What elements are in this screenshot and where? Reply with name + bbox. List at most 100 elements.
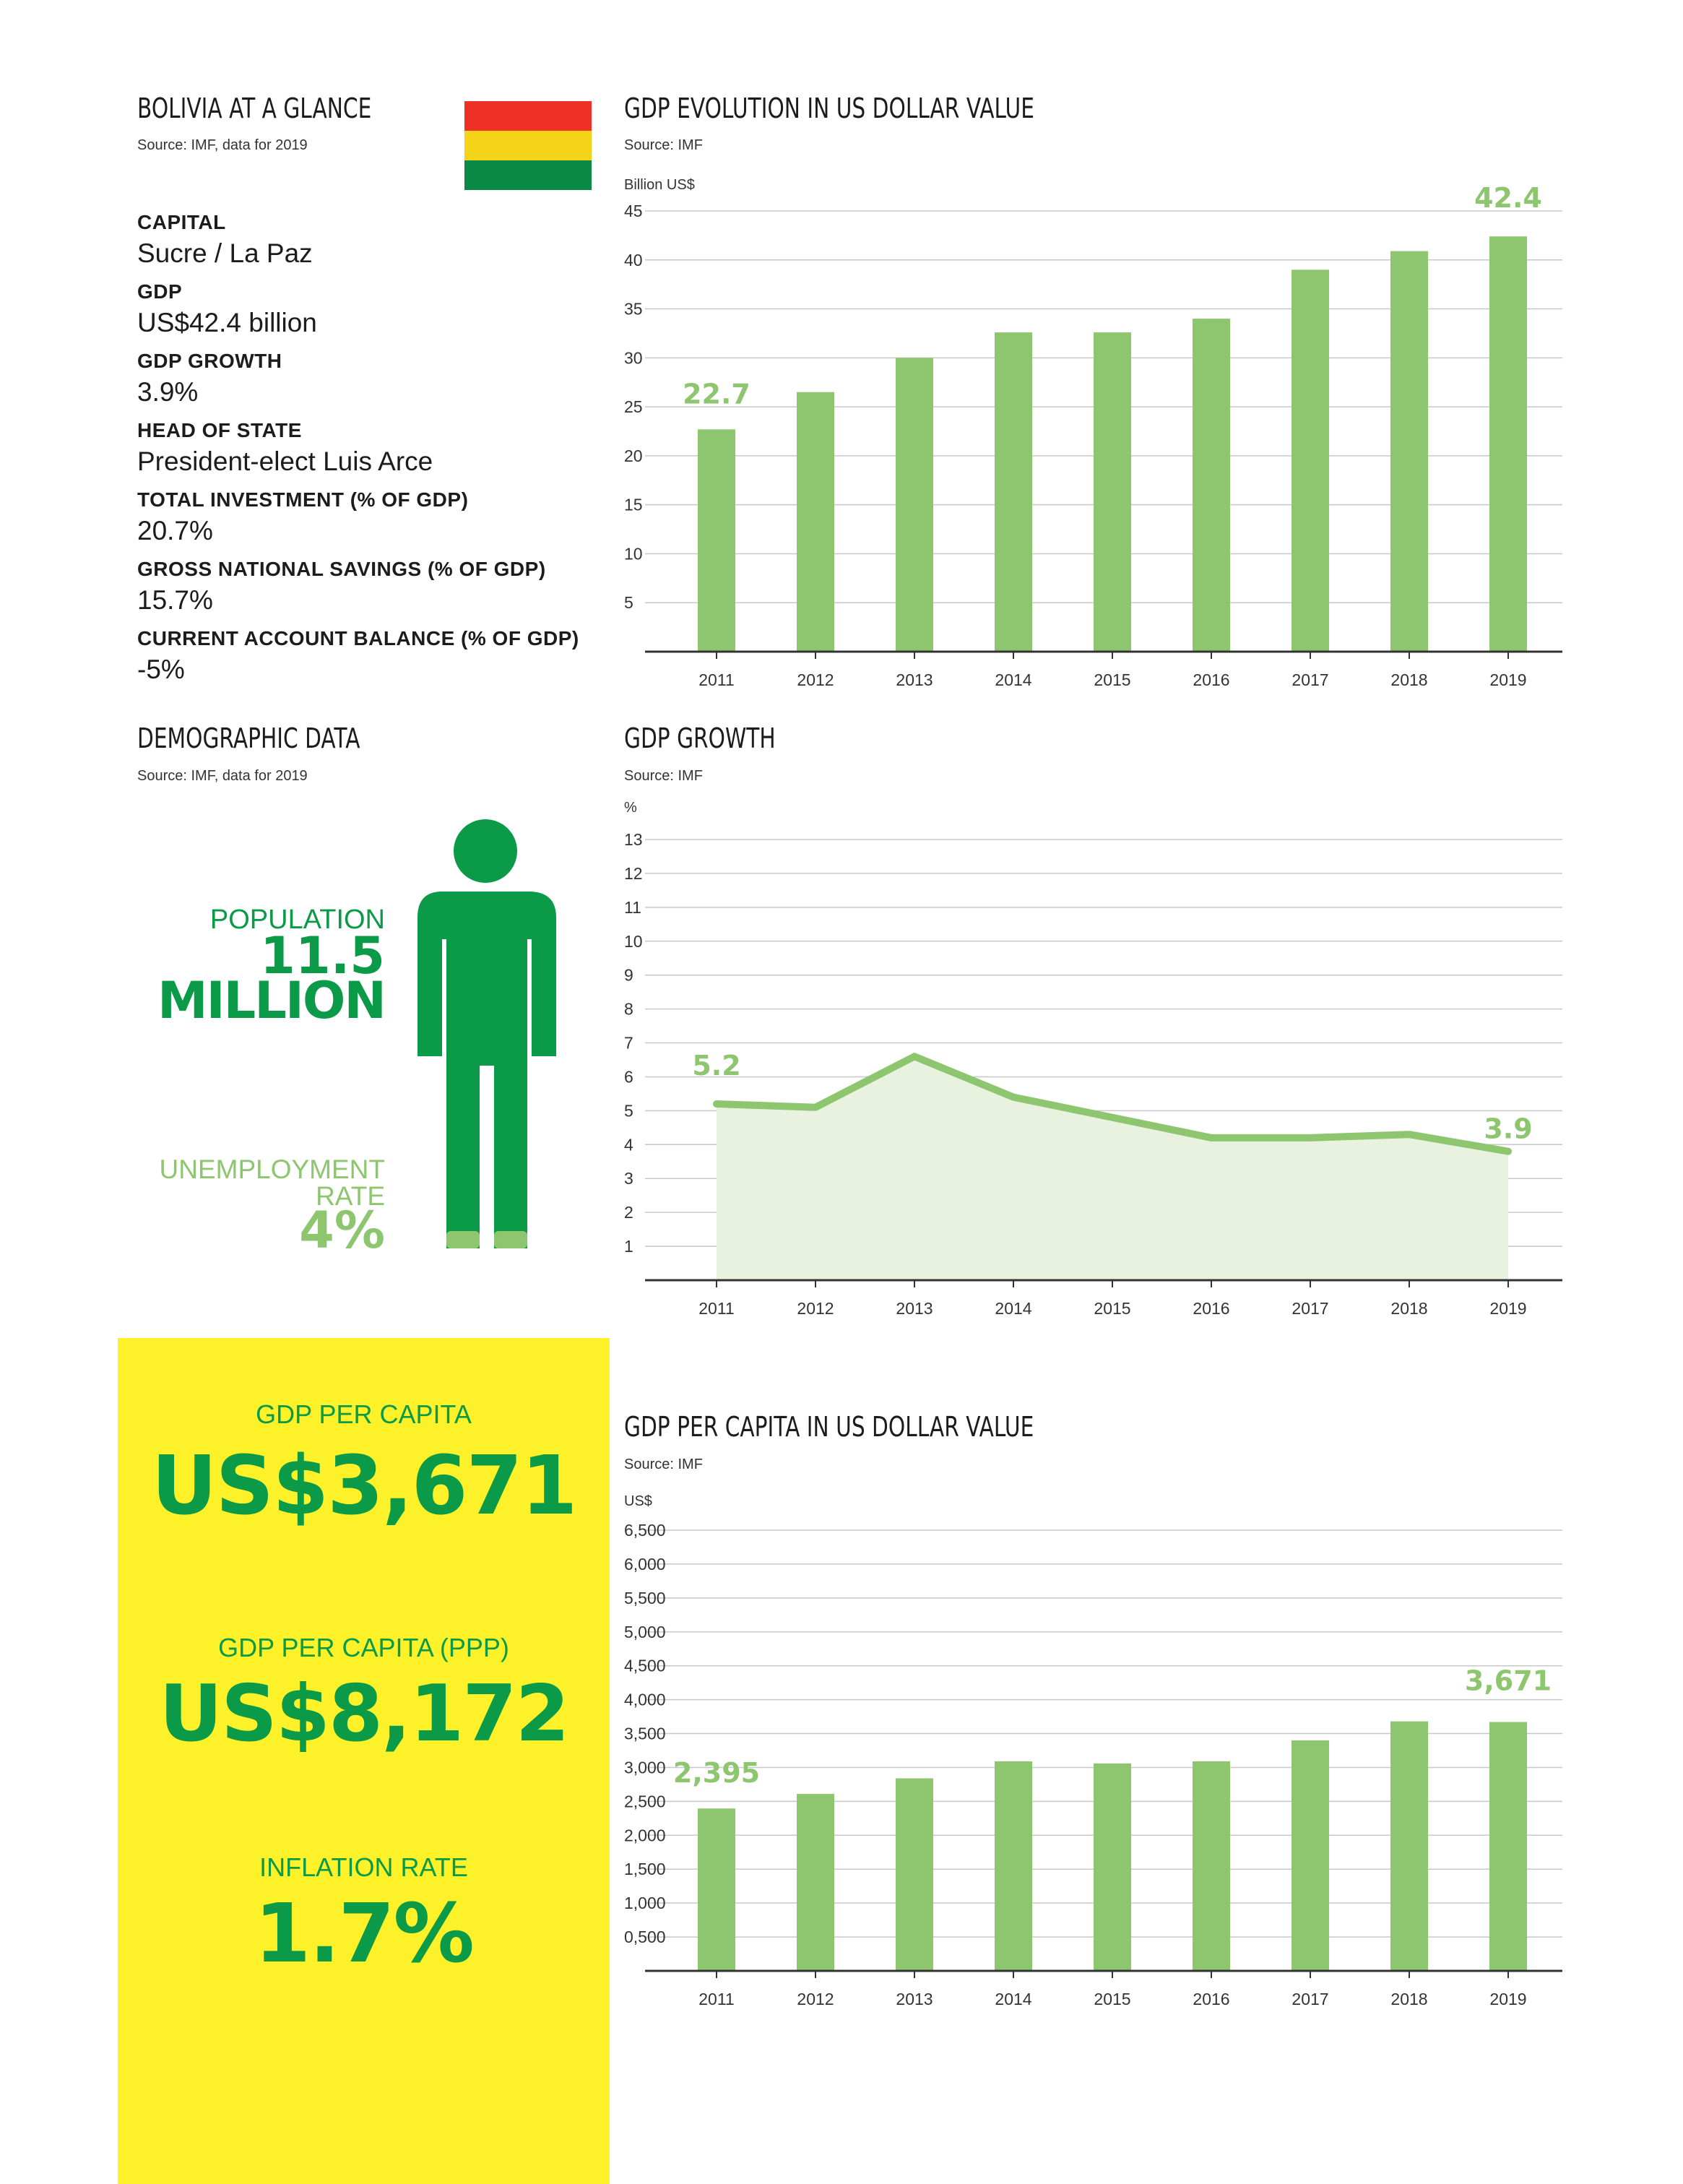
percap-y-tick-label: 2,500 bbox=[624, 1792, 666, 1810]
growth-unit-label: % bbox=[624, 800, 637, 816]
fact-label-gdp: GDP bbox=[137, 280, 183, 303]
gdp-x-tick-label: 2018 bbox=[1390, 670, 1427, 689]
unemployment-label-1: UNEMPLOYMENT bbox=[159, 1154, 385, 1184]
percap-y-tick-label: 0,500 bbox=[624, 1928, 666, 1946]
demographic-source: Source: IMF, data for 2019 bbox=[137, 768, 308, 784]
gdp-x-tick-label: 2014 bbox=[995, 670, 1031, 689]
gdp-y-tick-label: 20 bbox=[624, 446, 643, 465]
growth-chart-title: GDP GROWTH bbox=[624, 722, 776, 754]
growth-x-tick-label: 2012 bbox=[797, 1299, 834, 1318]
gdp-x-tick-label: 2016 bbox=[1193, 670, 1229, 689]
percap-data-label-2019: 3,671 bbox=[1465, 1665, 1552, 1696]
percap-x-tick-label: 2013 bbox=[896, 1990, 933, 2008]
gdp-y-tick-label: 25 bbox=[624, 397, 643, 416]
percap-x-tick-label: 2011 bbox=[698, 1990, 734, 2008]
growth-point-2012 bbox=[815, 1106, 816, 1108]
fact-value-total-investment: 20.7% bbox=[137, 516, 213, 545]
gdp-bar-2014 bbox=[995, 332, 1032, 652]
percap-y-tick-label: 5,500 bbox=[624, 1589, 666, 1607]
percap-data-label-2011: 2,395 bbox=[673, 1757, 760, 1789]
percap-bar-2017 bbox=[1292, 1740, 1329, 1971]
fact-value-current-account: -5% bbox=[137, 655, 185, 684]
gdp-chart-source: Source: IMF bbox=[624, 137, 703, 153]
growth-y-tick-label: 4 bbox=[624, 1135, 633, 1154]
gdp-y-tick-label: 40 bbox=[624, 251, 643, 269]
growth-data-label-2011: 5.2 bbox=[692, 1050, 740, 1082]
fact-value-gdp-growth: 3.9% bbox=[137, 377, 199, 407]
growth-chart-source: Source: IMF bbox=[624, 768, 703, 784]
percap-y-tick-label: 6,500 bbox=[624, 1521, 666, 1540]
gdp-bar-2011 bbox=[698, 429, 735, 652]
percap-x-tick-label: 2012 bbox=[797, 1990, 834, 2008]
gdp-x-tick-label: 2013 bbox=[896, 670, 933, 689]
gdp-bar-2015 bbox=[1094, 332, 1131, 652]
growth-point-2019 bbox=[1507, 1150, 1509, 1152]
percap-y-tick-label: 3,500 bbox=[624, 1725, 666, 1743]
kpi-panel: GDP PER CAPITA US$3,671 GDP PER CAPITA (… bbox=[118, 1338, 610, 2184]
fact-label-total-investment: TOTAL INVESTMENT (% OF GDP) bbox=[137, 488, 469, 511]
growth-y-tick-label: 6 bbox=[624, 1067, 633, 1086]
inflation-rate-value: 1.7% bbox=[254, 1887, 475, 1981]
growth-y-tick-label: 11 bbox=[624, 898, 641, 917]
bolivia-flag bbox=[464, 101, 592, 190]
gdp-x-tick-label: 2012 bbox=[797, 670, 834, 689]
gdp-x-tick-label: 2017 bbox=[1292, 670, 1328, 689]
growth-area-fill bbox=[717, 1056, 1508, 1280]
fact-label-national-savings: GROSS NATIONAL SAVINGS (% OF GDP) bbox=[137, 558, 546, 580]
percap-bar-2015 bbox=[1094, 1763, 1131, 1971]
fact-label-current-account: CURRENT ACCOUNT BALANCE (% OF GDP) bbox=[137, 627, 579, 649]
percap-x-tick-label: 2015 bbox=[1094, 1990, 1130, 2008]
growth-point-2011 bbox=[716, 1103, 717, 1105]
gdp-bar-2019 bbox=[1489, 236, 1527, 652]
gdp-bar-2012 bbox=[797, 392, 834, 652]
gdp-y-tick-label: 45 bbox=[624, 202, 643, 220]
percap-y-tick-label: 4,500 bbox=[624, 1657, 666, 1675]
growth-x-tick-label: 2013 bbox=[896, 1299, 933, 1318]
percap-y-tick-label: 3,000 bbox=[624, 1758, 666, 1777]
growth-point-2013 bbox=[914, 1056, 915, 1058]
growth-x-tick-label: 2019 bbox=[1489, 1299, 1526, 1318]
gdp-bar-2016 bbox=[1193, 319, 1230, 652]
growth-y-tick-label: 2 bbox=[624, 1203, 633, 1222]
percap-y-tick-label: 1,500 bbox=[624, 1860, 666, 1878]
percap-bar-2014 bbox=[995, 1761, 1032, 1971]
growth-point-2015 bbox=[1112, 1116, 1113, 1118]
population-unit: MILLION bbox=[157, 971, 386, 1030]
gdp-data-label-2019: 42.4 bbox=[1474, 182, 1542, 214]
gdp-x-tick-label: 2019 bbox=[1489, 670, 1526, 689]
gdp-per-capita-label: GDP PER CAPITA bbox=[256, 1399, 472, 1429]
growth-x-tick-label: 2016 bbox=[1193, 1299, 1229, 1318]
gdp-y-tick-label: 10 bbox=[624, 544, 643, 563]
fact-value-capital: Sucre / La Paz bbox=[137, 238, 313, 268]
percap-bar-2019 bbox=[1489, 1722, 1527, 1971]
population-label: POPULATION bbox=[209, 905, 385, 935]
growth-point-2016 bbox=[1211, 1136, 1212, 1139]
growth-data-label-2019: 3.9 bbox=[1484, 1113, 1532, 1145]
percap-x-tick-label: 2016 bbox=[1193, 1990, 1229, 2008]
gdp-bar-chart: Billion US$ 5 10 15 20 25 30 35 40 45 2011 2012 2013… bbox=[624, 177, 1562, 689]
percap-y-tick-label: 2,000 bbox=[624, 1826, 666, 1844]
growth-y-tick-label: 13 bbox=[624, 830, 643, 849]
demographic-title: DEMOGRAPHIC DATA bbox=[137, 722, 360, 754]
percap-bar-2018 bbox=[1390, 1721, 1428, 1971]
percap-chart-title: GDP PER CAPITA IN US DOLLAR VALUE bbox=[624, 1411, 1034, 1443]
gdp-bar-2013 bbox=[896, 358, 933, 652]
unemployment-value: 4% bbox=[299, 1201, 385, 1260]
growth-point-2018 bbox=[1409, 1134, 1410, 1136]
growth-y-tick-label: 3 bbox=[624, 1169, 633, 1188]
growth-y-tick-label: 1 bbox=[624, 1237, 633, 1256]
percap-x-tick-label: 2017 bbox=[1292, 1990, 1328, 2008]
growth-y-tick-label: 5 bbox=[624, 1101, 633, 1120]
growth-y-tick-label: 10 bbox=[624, 932, 643, 951]
inflation-rate-label: INFLATION RATE bbox=[259, 1852, 468, 1882]
flag-stripe-red bbox=[464, 101, 592, 131]
gdp-unit-label: Billion US$ bbox=[624, 177, 695, 193]
percap-x-tick-label: 2019 bbox=[1489, 1990, 1526, 2008]
gdp-per-capita-ppp-value: US$8,172 bbox=[159, 1669, 569, 1759]
gdp-x-tick-label: 2011 bbox=[698, 670, 734, 689]
gdp-y-tick-label: 5 bbox=[624, 593, 633, 612]
fact-label-head-of-state: HEAD OF STATE bbox=[137, 419, 302, 441]
glance-source: Source: IMF, data for 2019 bbox=[137, 137, 308, 153]
person-icon bbox=[417, 819, 556, 1248]
growth-point-2014 bbox=[1013, 1096, 1014, 1098]
